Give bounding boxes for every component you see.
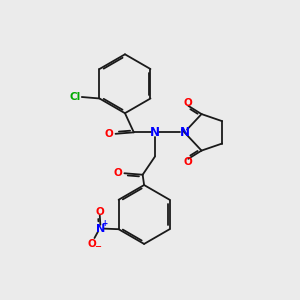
Text: O: O xyxy=(184,157,193,167)
Text: +: + xyxy=(101,219,107,228)
Text: N: N xyxy=(150,126,160,139)
Text: N: N xyxy=(96,224,105,234)
Text: O: O xyxy=(95,207,104,218)
Text: Cl: Cl xyxy=(69,92,80,102)
Text: O: O xyxy=(184,98,193,108)
Text: O: O xyxy=(113,168,122,178)
Text: O: O xyxy=(88,239,97,249)
Text: −: − xyxy=(94,242,101,251)
Text: O: O xyxy=(104,129,113,139)
Text: N: N xyxy=(179,126,190,139)
